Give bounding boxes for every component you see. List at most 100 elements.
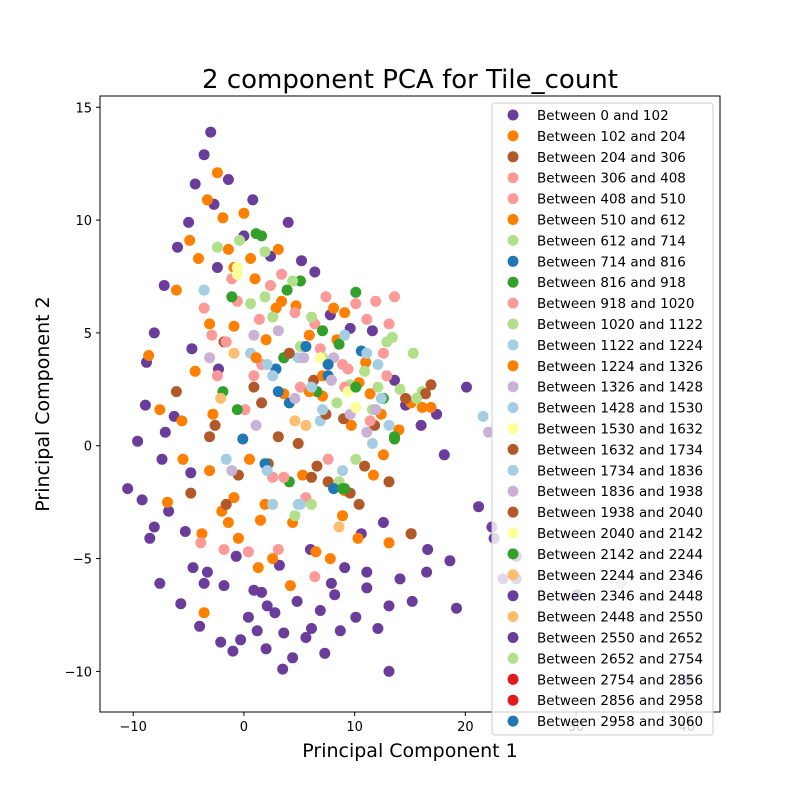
data-point <box>425 379 437 391</box>
data-point <box>247 194 259 206</box>
data-point <box>267 553 279 565</box>
data-point <box>368 469 379 481</box>
data-point <box>175 598 187 610</box>
data-point <box>162 496 173 508</box>
data-point <box>451 602 462 614</box>
data-point <box>292 438 304 449</box>
legend-marker <box>507 715 519 727</box>
data-point <box>277 663 289 675</box>
data-point <box>276 295 288 307</box>
legend-label: Between 102 and 204 <box>537 129 686 145</box>
data-point <box>136 494 148 506</box>
data-point <box>198 607 210 619</box>
data-point <box>261 359 273 370</box>
legend-label: Between 2448 and 2550 <box>537 610 703 626</box>
data-point <box>438 449 450 461</box>
x-tick-label: 10 <box>346 720 363 735</box>
data-point <box>306 311 317 323</box>
data-point <box>372 623 384 634</box>
data-point <box>261 600 273 612</box>
legend-marker <box>507 255 519 267</box>
data-point <box>287 275 299 287</box>
data-point <box>144 532 156 544</box>
data-point <box>364 415 376 427</box>
data-point <box>234 234 245 246</box>
data-point <box>231 404 243 416</box>
data-point <box>227 645 239 657</box>
data-point <box>248 329 260 341</box>
data-point <box>366 438 378 449</box>
data-point <box>194 620 206 632</box>
data-point <box>331 397 343 409</box>
legend-marker <box>507 276 519 288</box>
legend-label: Between 1224 and 1326 <box>537 359 703 375</box>
data-point <box>189 365 201 377</box>
data-point <box>201 194 213 206</box>
data-point <box>267 370 279 382</box>
data-point <box>300 632 312 643</box>
legend-label: Between 1836 and 1938 <box>537 484 703 500</box>
x-tick-label: −10 <box>119 720 146 735</box>
legend-label: Between 1734 and 1836 <box>537 463 703 479</box>
data-point <box>255 514 266 526</box>
data-point <box>339 329 351 341</box>
x-tick-label: 0 <box>240 720 248 735</box>
y-tick-label: −10 <box>65 665 92 680</box>
data-point <box>296 255 307 267</box>
data-point <box>238 207 250 219</box>
data-point <box>245 298 257 310</box>
data-point <box>211 370 223 382</box>
data-point <box>314 352 326 364</box>
data-point <box>198 149 210 161</box>
data-point <box>185 467 197 479</box>
data-point <box>248 584 260 596</box>
data-point <box>259 246 271 258</box>
data-point <box>132 435 144 447</box>
data-point <box>281 284 293 296</box>
legend-marker <box>507 234 519 246</box>
data-point <box>189 178 201 190</box>
data-point <box>252 562 264 574</box>
data-point <box>406 595 418 607</box>
data-point <box>222 174 234 185</box>
data-point <box>211 167 223 179</box>
data-point <box>211 241 223 253</box>
y-tick-label: 5 <box>84 327 92 342</box>
data-point <box>269 607 281 619</box>
legend-label: Between 1326 and 1428 <box>537 380 703 396</box>
data-point <box>259 498 271 510</box>
data-point <box>218 544 230 555</box>
data-point <box>345 419 357 431</box>
data-point <box>359 460 371 472</box>
legend-label: Between 918 and 1020 <box>537 296 694 312</box>
data-point <box>361 426 373 438</box>
data-point <box>339 562 351 574</box>
data-point <box>405 528 417 540</box>
data-point <box>230 550 242 562</box>
data-point <box>220 498 232 510</box>
data-point <box>306 623 317 634</box>
legend-label: Between 510 and 612 <box>537 213 686 229</box>
legend-marker <box>507 172 519 184</box>
data-point <box>154 577 166 589</box>
data-point <box>256 397 268 409</box>
data-point <box>184 234 196 246</box>
data-point <box>334 625 346 637</box>
legend-label: Between 816 and 918 <box>537 275 686 291</box>
legend-marker <box>507 402 519 414</box>
data-point <box>260 334 272 346</box>
legend-label: Between 2142 and 2244 <box>537 547 703 563</box>
data-point <box>294 381 306 393</box>
data-point <box>317 325 328 337</box>
plot-frame <box>99 95 721 713</box>
data-point <box>370 404 382 416</box>
legend-label: Between 2040 and 2142 <box>537 526 703 542</box>
data-point <box>361 313 373 325</box>
legend-marker <box>507 548 519 560</box>
legend-marker <box>507 193 519 205</box>
data-point <box>353 498 365 510</box>
data-point <box>415 419 427 431</box>
data-point <box>360 356 372 368</box>
data-point <box>461 381 472 393</box>
